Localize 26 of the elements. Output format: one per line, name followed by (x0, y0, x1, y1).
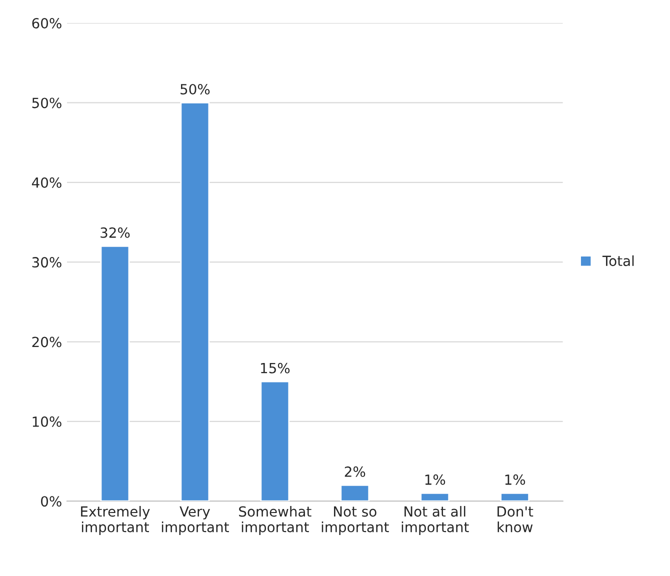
text: 15% (261, 362, 290, 374)
text: 50% (180, 84, 210, 94)
y-tick-label: 0% (41, 496, 62, 507)
bar (180, 102, 210, 502)
text: 1% (425, 474, 446, 485)
y-tick-label: 10% (32, 416, 62, 427)
x-tick-label: Don't know (498, 506, 534, 532)
x-tick-label: Somewhat important (239, 506, 312, 535)
y-tick-label: 50% (32, 98, 62, 108)
text: 32% (100, 227, 130, 238)
bar (500, 492, 530, 502)
y-tick-label: 30% (32, 257, 62, 268)
text: 1% (505, 474, 526, 485)
y-tick-label: 40% (32, 177, 62, 188)
bar (340, 484, 370, 502)
bar (260, 380, 290, 502)
x-tick-label: Not at all important (402, 506, 469, 535)
x-tick-label: Very important (162, 506, 229, 535)
y-tick-label: 60% (32, 18, 62, 29)
legend-label: Total (602, 255, 634, 266)
x-tick-label: Not so important (322, 506, 389, 535)
x-tick-label: Extremely important (81, 506, 150, 535)
bar (420, 492, 450, 502)
text: 2% (344, 466, 366, 477)
y-tick-label: 20% (32, 336, 62, 348)
bar (100, 245, 130, 502)
